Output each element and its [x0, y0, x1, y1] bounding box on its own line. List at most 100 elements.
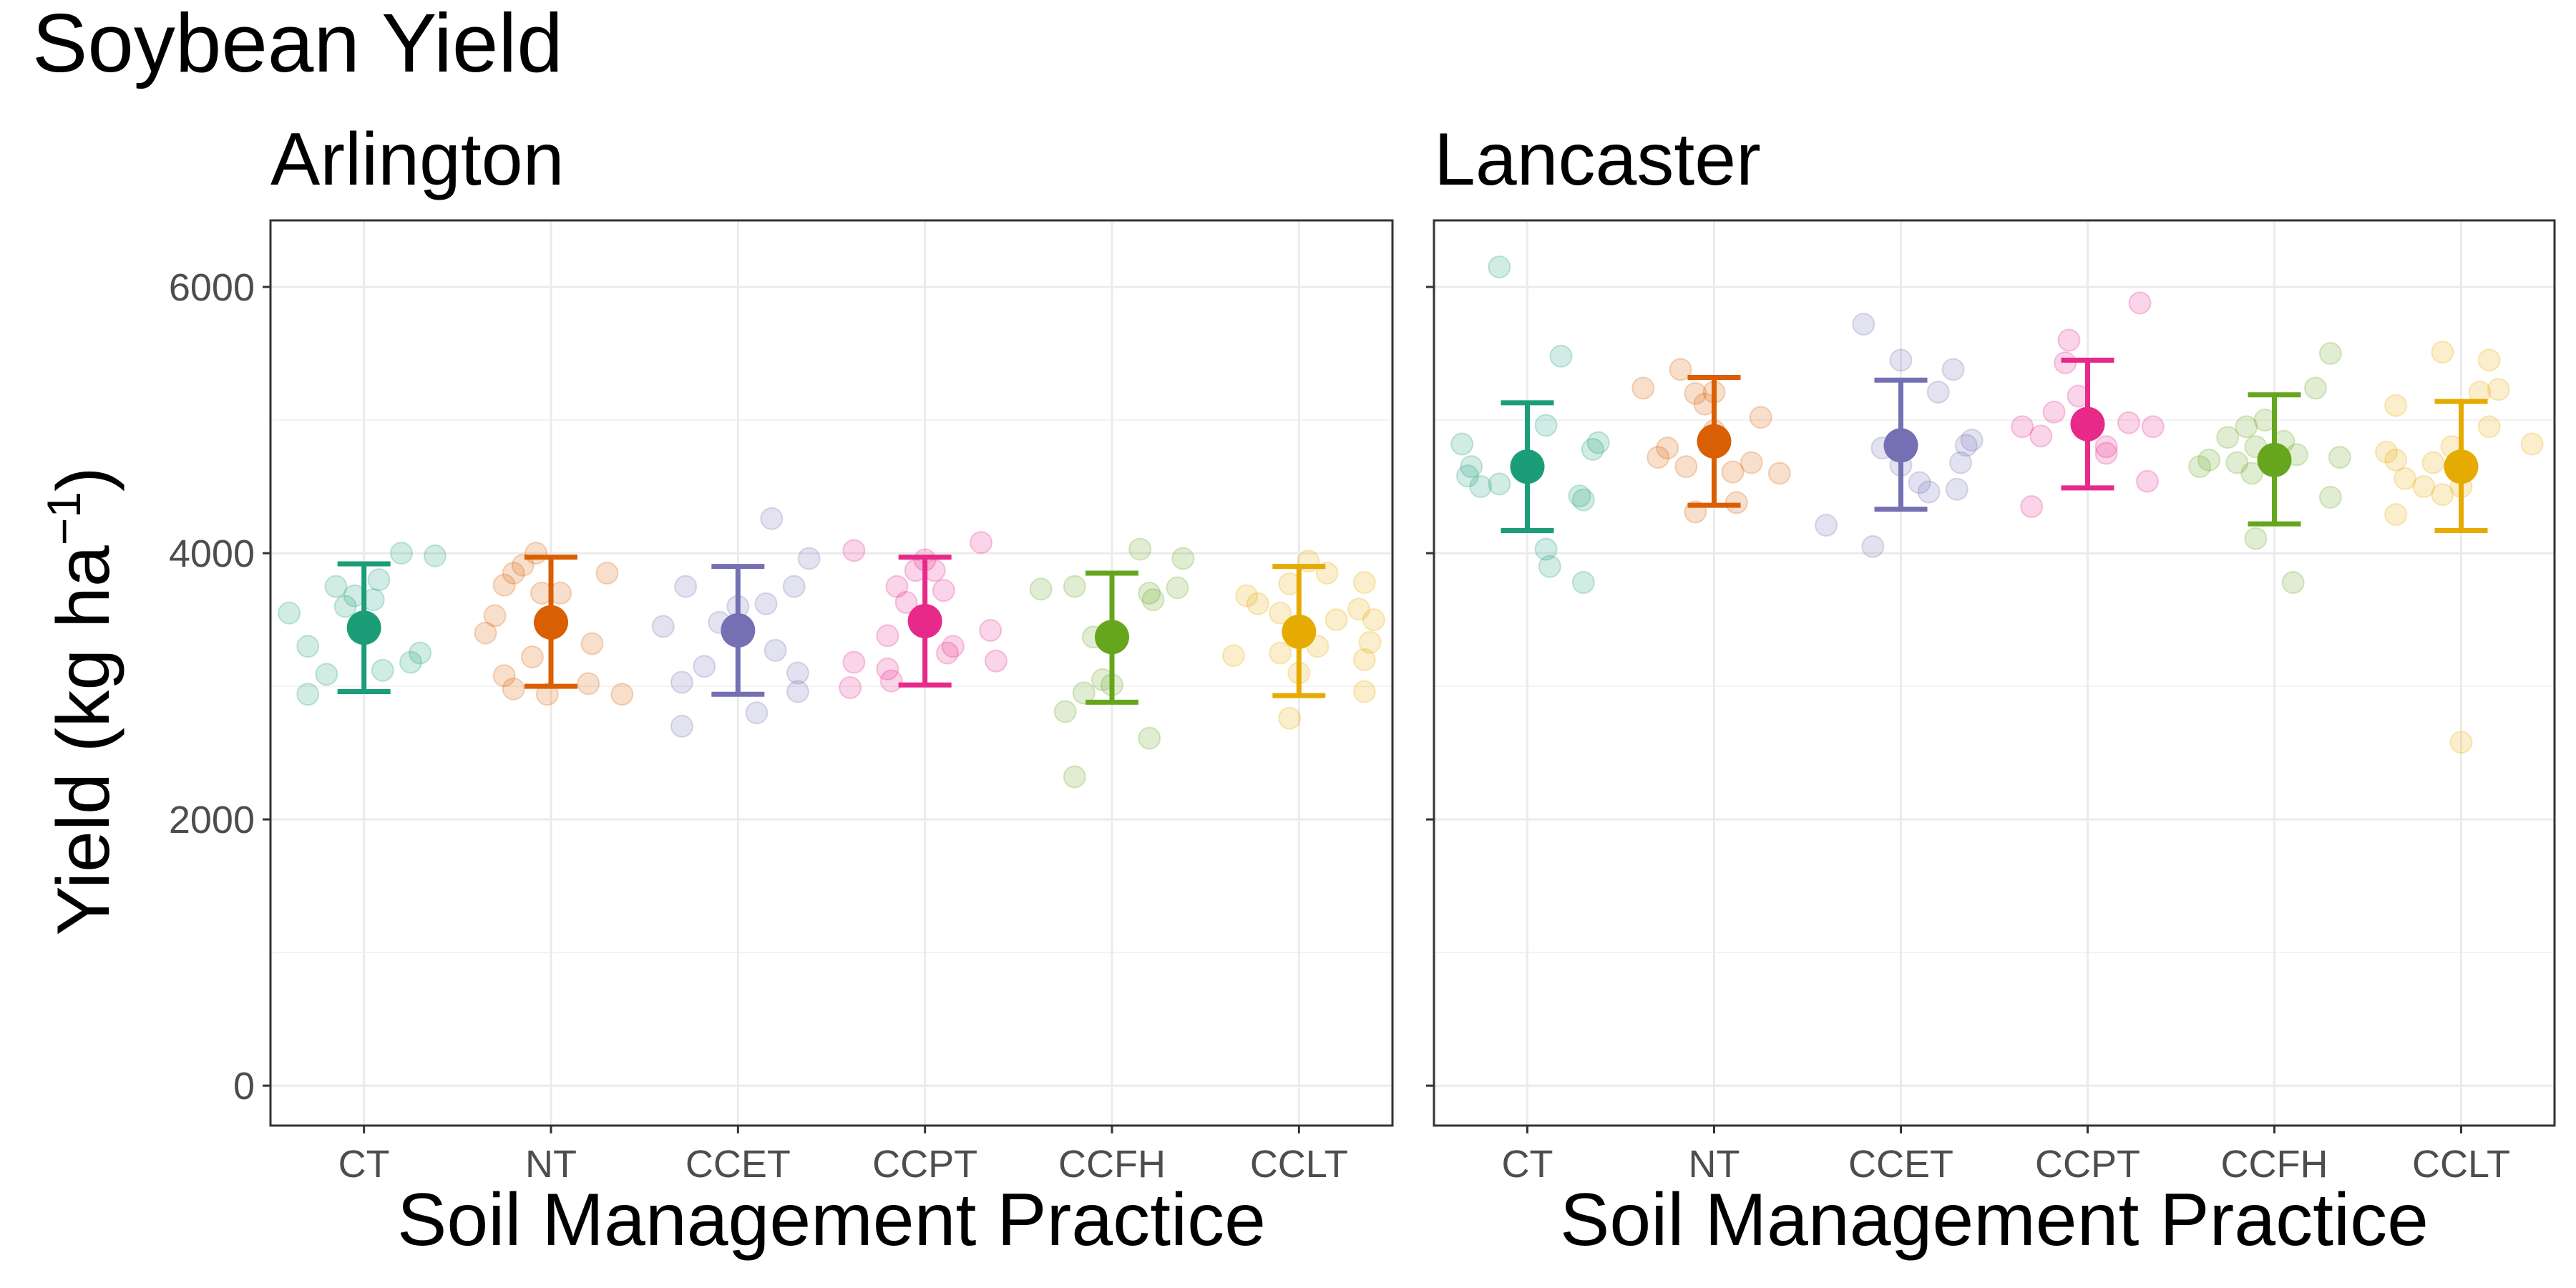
observation-point: [580, 632, 604, 655]
observation-point: [2318, 485, 2342, 509]
observation-point: [2029, 424, 2053, 448]
observation-point: [1063, 575, 1086, 598]
observation-point: [1586, 431, 1610, 454]
chart-title: Soybean Yield: [32, 0, 563, 89]
observation-point: [367, 568, 391, 592]
x-tick-label: CCPT: [872, 1143, 977, 1186]
observation-point: [2225, 451, 2249, 474]
observation-point: [1631, 376, 1655, 400]
x-tick-label: CCLT: [2412, 1143, 2510, 1186]
observation-point: [1488, 472, 1511, 496]
mean-point: [346, 610, 381, 645]
observation-point: [1926, 380, 1950, 404]
observation-point: [2117, 411, 2140, 434]
observation-point: [839, 675, 862, 699]
panel-lancaster: CT NT CCET CCPT CCFH CCLT Lancaster Soil Manage…: [1426, 118, 2556, 1262]
observation-point: [674, 575, 698, 598]
observation-point: [1908, 471, 1931, 494]
observation-point: [786, 661, 809, 685]
observation-point: [2384, 394, 2408, 417]
panel-border: [269, 219, 1394, 1127]
x-tick-label: CCET: [1848, 1143, 1953, 1186]
x-axis-title: Soil Management Practice: [397, 1179, 1266, 1262]
observation-point: [2431, 341, 2454, 364]
observation-point: [760, 507, 784, 530]
mean-point: [1697, 424, 1732, 459]
observation-point: [842, 650, 866, 674]
observation-point: [2057, 328, 2081, 352]
observation-point: [936, 641, 960, 665]
observation-point: [1221, 644, 1245, 668]
observation-point: [2197, 448, 2221, 472]
observation-point: [782, 575, 806, 598]
x-tick-label: CCFH: [1058, 1143, 1166, 1186]
mean-point: [2257, 442, 2292, 477]
observation-point: [595, 561, 619, 585]
x-tick-label: CCET: [686, 1143, 791, 1186]
observation-point: [1674, 455, 1698, 479]
observation-point: [2128, 291, 2152, 315]
observation-point: [1656, 436, 1679, 460]
svg-text:Yield (kg ha−1): Yield (kg ha−1): [37, 467, 125, 935]
observation-point: [2520, 432, 2544, 456]
observation-point: [2235, 415, 2258, 439]
observation-point: [535, 683, 559, 706]
y-axis-title-main: Yield (kg ha: [42, 545, 125, 936]
observation-point: [502, 561, 525, 585]
observation-point: [1861, 535, 1885, 558]
y-tick-label: 4000: [169, 532, 255, 575]
observation-point: [1488, 255, 1511, 279]
observation-point: [371, 658, 394, 682]
observation-point: [1269, 601, 1292, 625]
observation-point: [1749, 406, 1772, 429]
observation-point: [1571, 488, 1595, 512]
observation-point: [745, 701, 769, 725]
observation-point: [1347, 597, 1370, 621]
mean-point: [2444, 449, 2479, 484]
observation-point: [2054, 351, 2077, 375]
mean-point: [1510, 449, 1545, 484]
observation-point: [670, 670, 693, 694]
mean-point: [1095, 620, 1129, 655]
observation-point: [2431, 483, 2454, 507]
y-axis-title-close: ): [42, 467, 125, 492]
observation-point: [399, 650, 422, 674]
observation-point: [984, 649, 1008, 673]
x-tick-label: NT: [1689, 1143, 1740, 1186]
observation-point: [2042, 400, 2066, 424]
observation-point: [2449, 731, 2473, 754]
observation-point: [885, 575, 909, 598]
mean-point: [534, 605, 568, 640]
observation-point: [1455, 464, 1479, 488]
observation-point: [525, 542, 548, 565]
panel-arlington: 0 2000 4000 6000 CT NT CCET CCPT CCFH CCLT Arlingt…: [169, 118, 1394, 1262]
observation-point: [1954, 434, 1978, 457]
observation-point: [979, 618, 1002, 642]
observation-point: [492, 664, 516, 688]
observation-point: [502, 677, 525, 701]
observation-point: [2477, 348, 2501, 372]
observation-point: [2477, 415, 2501, 439]
observation-point: [1721, 460, 1745, 484]
x-axis-title: Soil Management Practice: [1560, 1179, 2429, 1262]
x-tick-label: CCFH: [2221, 1143, 2328, 1186]
observation-point: [409, 641, 432, 665]
observation-point: [2303, 376, 2327, 400]
observation-point: [1669, 358, 1692, 381]
panels: 0 2000 4000 6000 CT NT CCET CCPT CCFH CCLT Arlingt…: [169, 118, 2556, 1262]
observation-point: [970, 531, 993, 555]
observation-point: [483, 604, 507, 628]
observation-point: [932, 579, 955, 602]
observation-point: [2328, 446, 2351, 469]
observation-point: [1724, 491, 1748, 514]
observation-point: [1166, 576, 1189, 600]
observation-point: [1138, 581, 1161, 605]
observation-point: [876, 657, 899, 680]
y-axis-title: Yield (kg ha−1): [37, 467, 125, 935]
observation-point: [763, 638, 787, 662]
observation-point: [670, 714, 693, 738]
observation-point: [423, 544, 447, 567]
observation-point: [1941, 358, 1965, 381]
observation-point: [2141, 415, 2165, 439]
observation-point: [2394, 467, 2417, 490]
